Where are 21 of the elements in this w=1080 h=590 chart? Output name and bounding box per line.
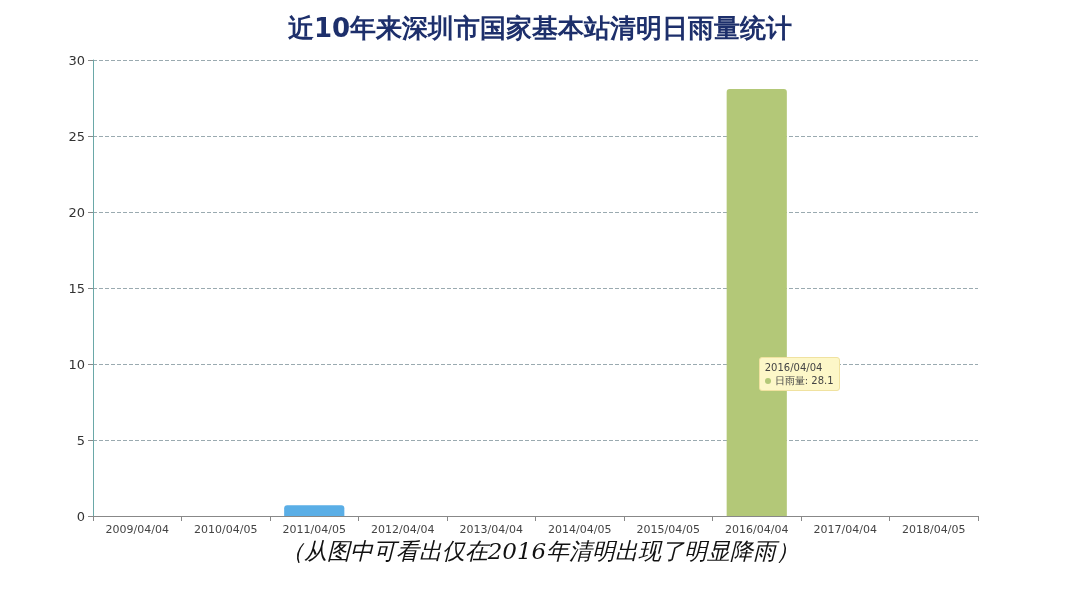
y-tick-label: 5 xyxy=(76,432,85,448)
annotation: 日雨量: 28.1 xyxy=(773,373,834,387)
text: （从图中可看出仅在2016年清明出现了明显降雨） xyxy=(279,537,801,566)
x-tick-label: 2016/04/04 xyxy=(725,523,789,536)
y-tick-label: 10 xyxy=(68,356,85,372)
x-tick-label: 2013/04/04 xyxy=(459,523,523,536)
y-tick-label: 15 xyxy=(68,280,85,296)
y-tick-label: 25 xyxy=(68,128,85,144)
chart-title: 近10年来深圳市国家基本站清明日雨量统计 xyxy=(287,13,793,43)
y-tick-label: 0 xyxy=(76,508,85,524)
x-tick-label: 2015/04/05 xyxy=(636,523,700,536)
x-tick-label: 2012/04/04 xyxy=(371,523,435,536)
x-tick-label: 2009/04/04 xyxy=(105,523,169,536)
x-tick-label: 2017/04/04 xyxy=(813,523,877,536)
y-tick-label: 30 xyxy=(68,52,85,68)
x-tick-label: 2018/04/05 xyxy=(902,523,966,536)
x-tick-label: 2014/04/05 xyxy=(548,523,612,536)
y-tick-label: 20 xyxy=(68,204,85,220)
annotation: 2016/04/04 xyxy=(764,360,824,374)
x-tick-label: 2011/04/05 xyxy=(282,523,346,536)
x-tick-label: 2010/04/05 xyxy=(194,523,258,536)
